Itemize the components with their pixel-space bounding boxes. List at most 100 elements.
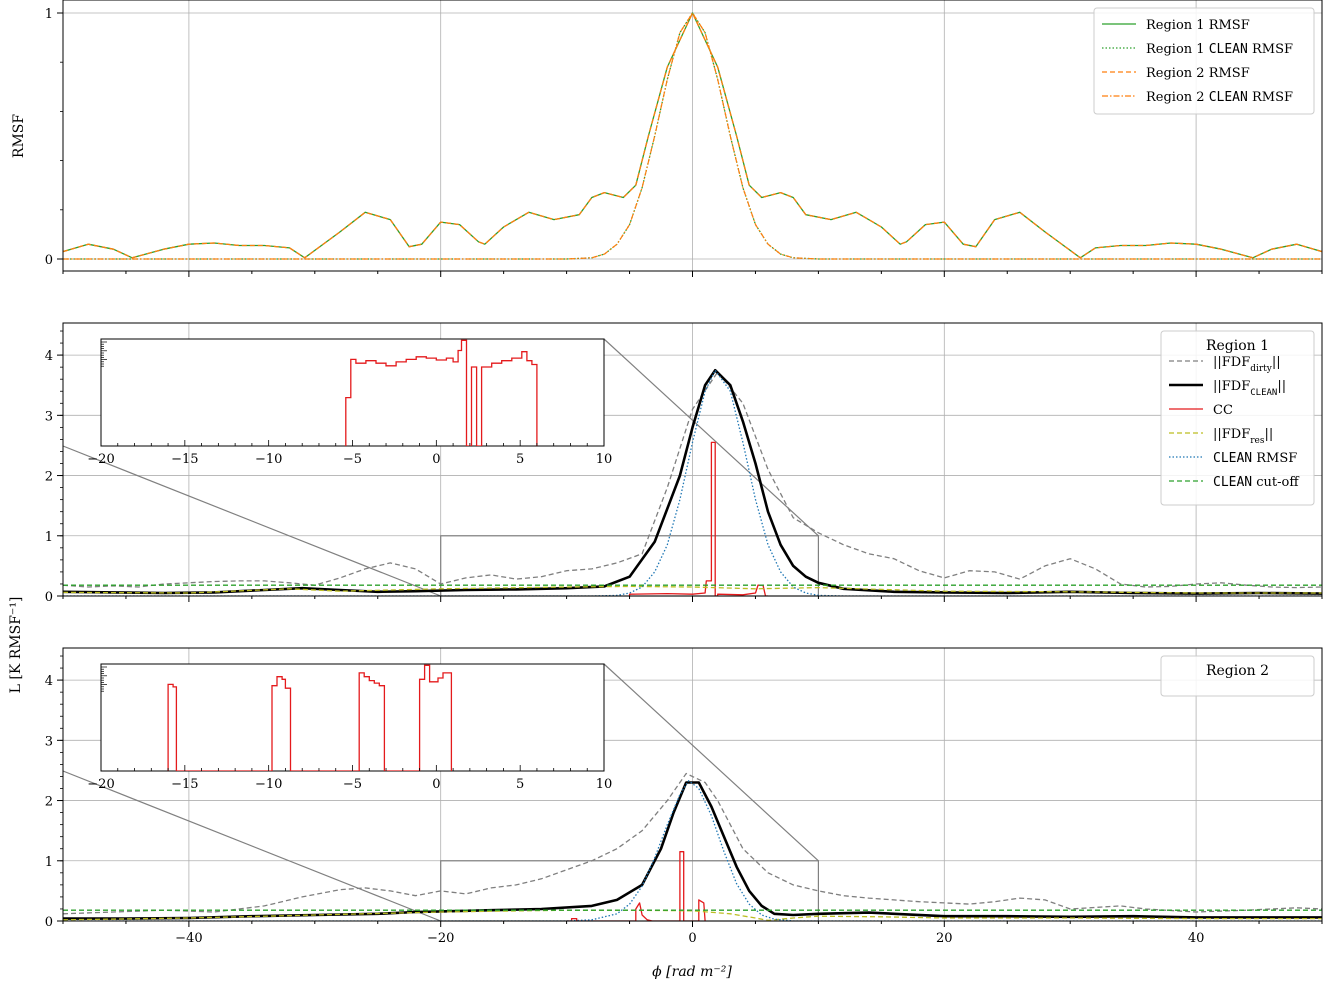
legend-text-part: RMSF — [1252, 451, 1297, 466]
inset-axes: −20 −15 −10 −5 0 5 10 — [87, 338, 613, 467]
legend-text-part: CLEAN — [1213, 451, 1252, 466]
series-line-1 — [63, 781, 1322, 920]
series-line-0 — [63, 371, 1322, 589]
legend-entry-label: ||FDFdirty|| — [1213, 355, 1281, 374]
series-line-3 — [63, 909, 1322, 921]
legend-text-part: || — [1277, 379, 1286, 394]
y-axis-label: RMSF — [11, 114, 27, 158]
y-tick-label: 3 — [45, 734, 53, 749]
legend-entry-label: CLEAN cut-off — [1213, 475, 1300, 490]
y-tick-label: 1 — [45, 530, 53, 545]
x-tick-label: −40 — [175, 931, 202, 946]
y-tick-label: 0 — [45, 915, 53, 930]
inset-x-tick-label: −10 — [255, 777, 282, 792]
series-group — [63, 772, 1322, 921]
inset-x-tick-label: −5 — [343, 452, 362, 467]
x-axis-label: ϕ [rad m⁻²] — [652, 964, 732, 980]
x-tick-label: 40 — [1188, 931, 1205, 946]
legend-text-part: CLEAN — [1209, 90, 1248, 105]
y-tick-label: 2 — [45, 795, 53, 810]
inset-x-tick-label: −20 — [87, 777, 114, 792]
inset-frame — [100, 663, 605, 772]
legend-entry-label: CC — [1213, 403, 1233, 418]
legend-text-part: || — [1264, 427, 1273, 442]
legend-text-part: Region 2 — [1146, 90, 1209, 105]
inset-axes: −20 −15 −10 −5 0 5 10 — [87, 663, 613, 792]
zoom-connector-line — [603, 338, 819, 537]
zoom-box — [440, 535, 820, 597]
legend-entry-label: Region 2 CLEAN RMSF — [1146, 90, 1293, 105]
legend-text-part: RMSF — [1248, 42, 1293, 57]
inset-x-tick-label: −15 — [171, 452, 198, 467]
legend-text-part: cut-off — [1252, 475, 1300, 490]
inset-x-tick-label: −15 — [171, 777, 198, 792]
inset-cc-steps — [345, 339, 538, 446]
legend-box — [1093, 7, 1315, 115]
inset-x-tick-label: −20 — [87, 452, 114, 467]
legend-title: Region 2 — [1206, 663, 1269, 679]
legend-title: Region 1 — [1206, 338, 1269, 354]
legend-entry-label: ||FDFres|| — [1213, 427, 1273, 446]
inset-x-tick-label: 0 — [432, 777, 440, 792]
series-group — [63, 12, 1322, 260]
series-line-2 — [566, 851, 706, 921]
inset-x-tick-label: −10 — [255, 452, 282, 467]
x-tick-label: 20 — [936, 931, 953, 946]
y-tick-label: 1 — [45, 7, 53, 22]
legend-text-part: ||FDF — [1213, 427, 1250, 442]
region2-panel: −40 −20 0 20 40 0 1 2 3 4 Region 2 −20 −15 −10 −5 0 5 10 — [45, 647, 1323, 946]
inset-x-tick-label: 5 — [516, 452, 524, 467]
legend-box — [1160, 330, 1315, 506]
y-tick-label: 1 — [45, 855, 53, 870]
series-line-4 — [63, 369, 1322, 596]
legend-box — [1160, 655, 1315, 697]
inset-cc-steps — [167, 664, 453, 771]
series-group — [63, 368, 1322, 596]
y-tick-label: 3 — [45, 409, 53, 424]
series-line-3 — [63, 585, 1322, 594]
legend-text-part: RMSF — [1248, 90, 1293, 105]
legend-entry-label: Region 1 RMSF — [1146, 18, 1250, 33]
legend-text-part: dirty — [1250, 364, 1273, 374]
series-line-2 — [63, 12, 1322, 259]
series-line-4 — [63, 780, 1322, 921]
inset-x-tick-label: 10 — [596, 777, 613, 792]
inset-frame — [100, 338, 605, 447]
legend-text-part: CLEAN — [1250, 388, 1277, 398]
zoom-connector-line — [62, 770, 441, 922]
series-line-1 — [63, 368, 1322, 595]
y-tick-label: 4 — [45, 674, 53, 689]
legend-entry-label: CLEAN RMSF — [1213, 451, 1297, 466]
legend-text-part: Region 1 RMSF — [1146, 18, 1250, 33]
legend-entry-label: Region 1 CLEAN RMSF — [1146, 42, 1293, 57]
shared-y-axis-label: L [K RMSF⁻¹] — [8, 597, 24, 694]
legend-entry-label: ||FDFCLEAN|| — [1213, 379, 1286, 398]
inset-x-tick-label: 0 — [432, 452, 440, 467]
inset-x-tick-label: −5 — [343, 777, 362, 792]
legend-text-part: res — [1250, 436, 1265, 446]
zoom-connector-line — [603, 663, 819, 862]
y-tick-label: 0 — [45, 253, 53, 268]
y-tick-label: 0 — [45, 590, 53, 605]
y-tick-label: 2 — [45, 470, 53, 485]
series-line-3 — [63, 12, 1322, 260]
inset-x-tick-label: 10 — [596, 452, 613, 467]
series-line-0 — [63, 772, 1322, 915]
legend-text-part: CC — [1213, 403, 1233, 418]
legend-text-part: ||FDF — [1213, 379, 1250, 394]
y-tick-label: 4 — [45, 349, 53, 364]
zoom-connector-line — [62, 445, 441, 597]
x-tick-label: −20 — [427, 931, 454, 946]
x-tick-label: 0 — [688, 931, 696, 946]
legend-text-part: CLEAN — [1209, 42, 1248, 57]
legend-text-part: ||FDF — [1213, 355, 1250, 370]
legend-text-part: CLEAN — [1213, 475, 1252, 490]
legend-entry-label: Region 2 RMSF — [1146, 66, 1250, 81]
legend-text-part: Region 2 RMSF — [1146, 66, 1250, 81]
legend-text-part: Region 1 — [1146, 42, 1209, 57]
series-line-2 — [628, 441, 768, 596]
legend-text-part: || — [1272, 355, 1281, 370]
